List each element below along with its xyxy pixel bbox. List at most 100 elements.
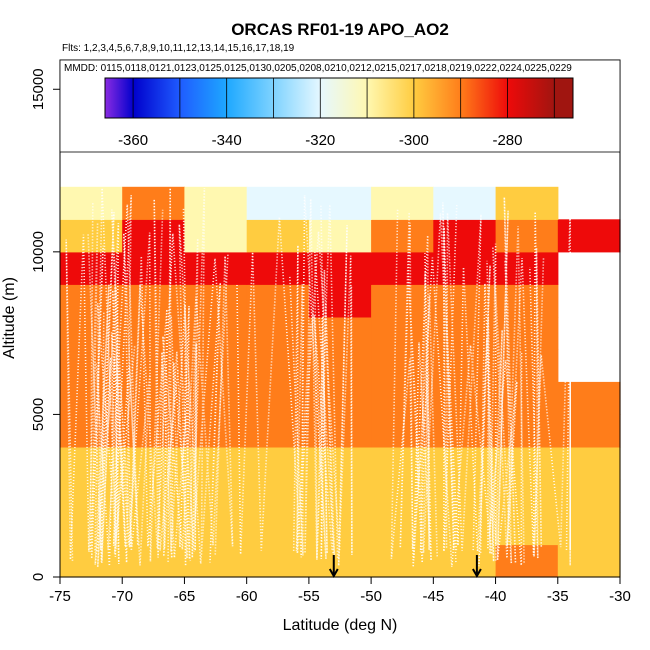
colorbar-tick-label: -340 bbox=[212, 132, 242, 149]
colorbar-segment bbox=[105, 78, 134, 118]
y-axis: 0 5000 10000 15000 bbox=[30, 68, 60, 581]
flight-track bbox=[412, 235, 438, 561]
x-tick-label: -65 bbox=[174, 588, 196, 605]
heatmap-cell bbox=[60, 251, 123, 285]
heatmap-cell bbox=[308, 219, 372, 253]
heatmap-cell bbox=[122, 219, 185, 253]
flight-track bbox=[162, 305, 192, 562]
x-tick-label: -45 bbox=[422, 588, 444, 605]
heatmap-cell bbox=[246, 512, 310, 546]
heatmap-cell bbox=[495, 512, 559, 546]
colorbar-segment bbox=[367, 78, 415, 118]
heatmap-cell bbox=[433, 479, 497, 513]
annotations bbox=[328, 555, 482, 579]
heatmap-cell bbox=[557, 479, 621, 513]
x-tick-label: -30 bbox=[609, 588, 631, 605]
heatmap-cell bbox=[122, 284, 185, 318]
heatmap-cell bbox=[371, 219, 434, 253]
heatmap-cell bbox=[371, 284, 434, 318]
heatmap-cell bbox=[308, 414, 372, 448]
flight-track bbox=[107, 204, 151, 566]
heatmap-cell bbox=[308, 349, 372, 383]
flight-track bbox=[390, 209, 503, 568]
heatmap-cell bbox=[308, 251, 372, 285]
legend-box: MMDD: 0115,0118,0121,0123,0125,0125,0130… bbox=[59, 59, 621, 153]
colorbar-segment bbox=[460, 78, 508, 118]
heatmap-cell bbox=[308, 316, 372, 350]
colorbar-segment bbox=[179, 78, 228, 118]
flight-track bbox=[492, 197, 518, 564]
heatmap-cell bbox=[122, 251, 185, 285]
x-tick-label: -70 bbox=[111, 588, 133, 605]
colorbar-segment bbox=[273, 78, 321, 118]
heatmap-cell bbox=[495, 219, 559, 253]
arrow-head bbox=[328, 568, 339, 579]
heatmap-cell bbox=[557, 512, 621, 546]
heatmap-cell bbox=[433, 512, 497, 546]
heatmap-cell bbox=[246, 446, 310, 480]
colorbar-segment bbox=[320, 78, 368, 118]
heatmap-cell bbox=[308, 186, 372, 220]
colorbar: -360 -340 -320 -300 -280 bbox=[104, 77, 574, 149]
flight-track bbox=[95, 195, 133, 567]
heatmap-cell bbox=[122, 512, 185, 546]
y-axis-label: Altitude (m) bbox=[1, 277, 18, 359]
heatmap-cell bbox=[495, 316, 559, 350]
x-tick-label: -50 bbox=[360, 588, 382, 605]
heatmap-cell bbox=[557, 219, 621, 253]
x-axis-label: Latitude (deg N) bbox=[283, 617, 398, 634]
heatmap-cell bbox=[184, 512, 248, 546]
heatmap-cell bbox=[60, 186, 123, 220]
heatmap-cell bbox=[495, 186, 559, 220]
heatmap-cell bbox=[184, 219, 248, 253]
flight-track bbox=[314, 204, 339, 559]
colorbar-segment bbox=[507, 78, 555, 118]
heatmap-cell bbox=[246, 251, 310, 285]
x-tick-label: -35 bbox=[547, 588, 569, 605]
y-tick-label: 15000 bbox=[30, 68, 47, 110]
heatmap-cell bbox=[371, 251, 434, 285]
heatmap-cell bbox=[184, 544, 248, 578]
flight-track bbox=[289, 198, 334, 561]
colorbar-segment bbox=[413, 78, 462, 118]
colorbar-tick-label: -300 bbox=[399, 132, 429, 149]
heatmap-cell bbox=[495, 414, 559, 448]
x-tick-label: -75 bbox=[49, 588, 71, 605]
colorbar-segment bbox=[133, 78, 181, 118]
heatmap-cell bbox=[246, 349, 310, 383]
heatmap-cell bbox=[557, 446, 621, 480]
heatmap-cell bbox=[308, 446, 372, 480]
x-tick-label: -40 bbox=[485, 588, 507, 605]
y-tick-label: 0 bbox=[30, 573, 47, 581]
flight-track bbox=[442, 202, 482, 552]
flight-tracks bbox=[65, 187, 572, 568]
heatmap-cell bbox=[557, 381, 621, 415]
flight-track bbox=[182, 208, 234, 560]
x-tick-label: -55 bbox=[298, 588, 320, 605]
heatmap-cell bbox=[557, 414, 621, 448]
colorbar-segment bbox=[554, 78, 574, 118]
y-tick-label: 5000 bbox=[30, 398, 47, 431]
colorbar-segment bbox=[226, 78, 274, 118]
flight-track bbox=[506, 211, 543, 563]
heatmap-cell bbox=[371, 512, 434, 546]
heatmap-cell bbox=[246, 544, 310, 578]
heatmap-cell bbox=[184, 186, 248, 220]
flight-track bbox=[479, 243, 523, 566]
x-axis: -75 -70 -65 -60 -55 -50 -45 -40 -35 -30 bbox=[49, 577, 631, 605]
chart-subtitle: Flts: 1,2,3,4,5,6,7,8,9,10,11,12,13,14,1… bbox=[62, 43, 295, 54]
flight-track bbox=[87, 223, 195, 562]
colorbar-tick-label: -320 bbox=[305, 132, 335, 149]
x-tick-label: -60 bbox=[236, 588, 258, 605]
flight-track bbox=[445, 260, 495, 567]
flight-track bbox=[292, 225, 353, 566]
heatmap-cell bbox=[122, 316, 185, 350]
heatmap-cell bbox=[246, 186, 310, 220]
heatmap-cell bbox=[433, 544, 497, 578]
heatmap-cell bbox=[60, 544, 123, 578]
colorbar-tick-label: -360 bbox=[118, 132, 148, 149]
flight-track bbox=[167, 187, 222, 566]
flight-track bbox=[65, 201, 104, 561]
heatmap-cell bbox=[246, 316, 310, 350]
